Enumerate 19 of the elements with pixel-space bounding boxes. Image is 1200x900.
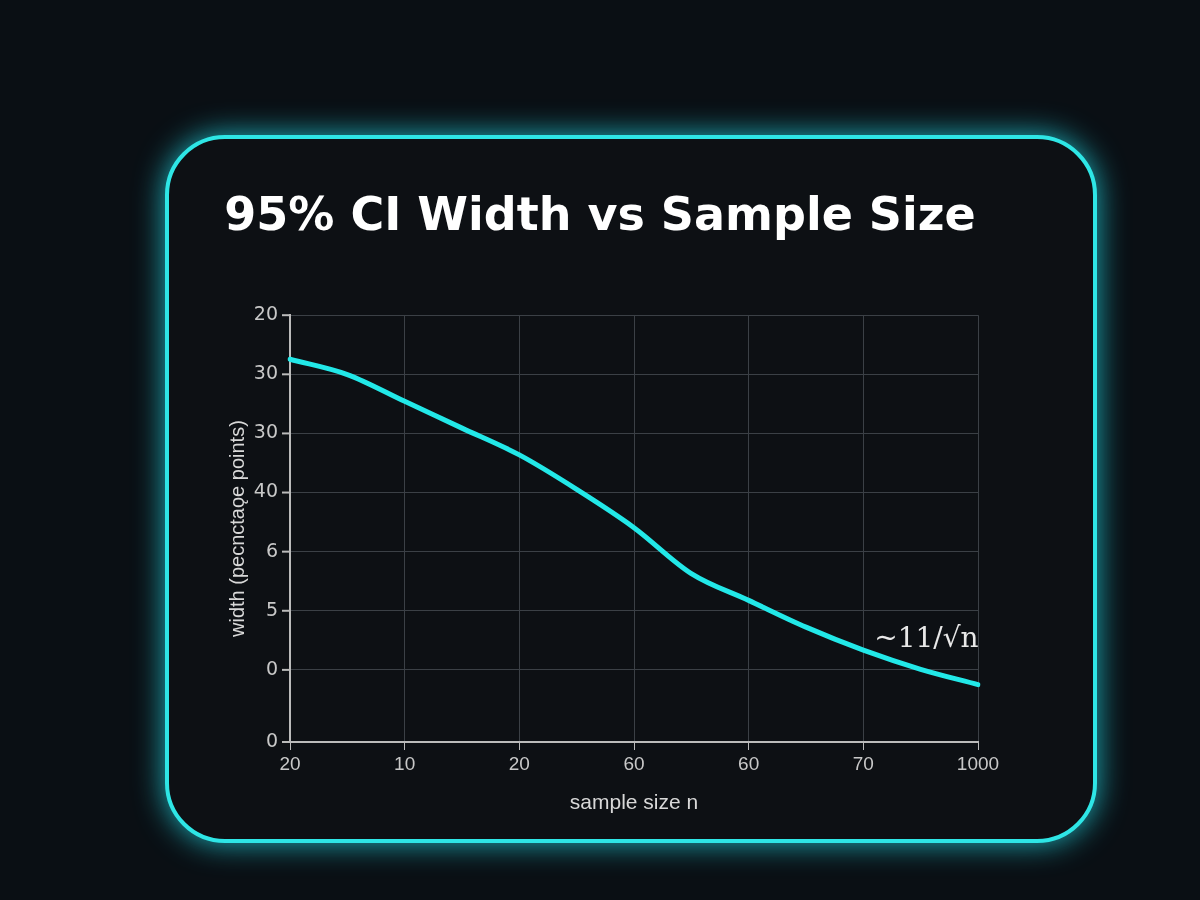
y-axis-title: width (pecnctaǫe points) xyxy=(225,420,248,638)
text: 5 xyxy=(265,597,278,620)
x-tick-label: 10 xyxy=(394,752,416,774)
text: 20 xyxy=(253,302,278,325)
text: 0 xyxy=(265,656,278,679)
x-axis-title: sample size n xyxy=(569,790,699,814)
annotation: ~11/√n xyxy=(874,620,979,654)
x-tick-label: 60 xyxy=(623,752,645,774)
text: 30 xyxy=(253,420,278,443)
chart-title: 95% CI Width vs Sample Size xyxy=(224,186,976,241)
text: 0 xyxy=(265,728,278,751)
text: 30 xyxy=(253,361,278,384)
x-tick-label: 1000 xyxy=(956,752,1000,774)
x-tick-label: 20 xyxy=(508,752,530,774)
text: 40 xyxy=(253,479,278,502)
x-tick-label: 60 xyxy=(738,752,760,774)
x-tick-label: 70 xyxy=(852,752,874,774)
text: 6 xyxy=(265,538,278,561)
x-tick-label: 20 xyxy=(279,752,301,774)
